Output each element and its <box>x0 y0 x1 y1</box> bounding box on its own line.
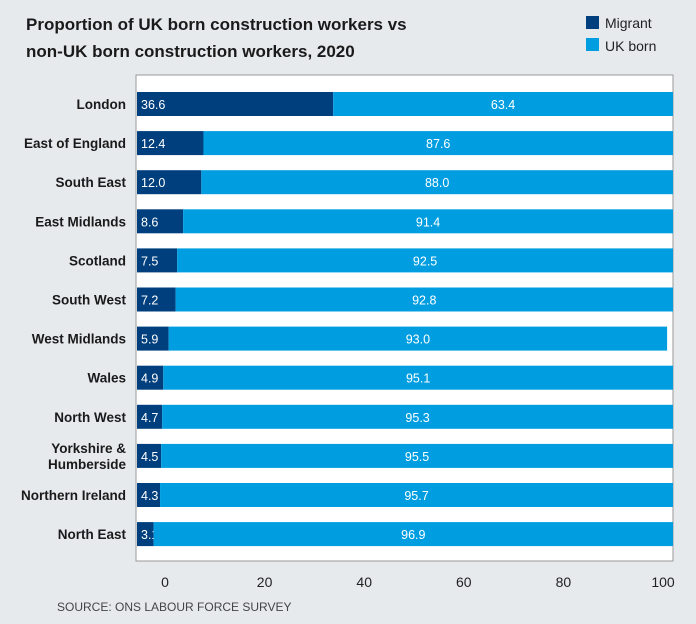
bar-migrant <box>137 404 163 429</box>
category-label: East of England <box>24 136 126 151</box>
bar-uk-born <box>175 287 674 312</box>
category-label: South East <box>55 175 126 190</box>
x-tick-label: 0 <box>161 574 169 590</box>
data-label: 63.4 <box>491 98 515 112</box>
data-label: 7.5 <box>141 254 158 268</box>
category-label: East Midlands <box>35 214 126 229</box>
bar-migrant <box>137 443 162 468</box>
x-tick-label: 20 <box>257 574 273 590</box>
data-label: 95.3 <box>405 411 429 425</box>
category-label: Scotland <box>69 253 126 268</box>
bar-uk-born <box>161 443 673 468</box>
data-label: 4.5 <box>141 450 158 464</box>
bar-uk-born <box>183 209 673 234</box>
chart-title-line-2: non-UK born construction workers, 2020 <box>26 42 355 61</box>
category-label: Yorkshire & <box>51 441 126 456</box>
legend-swatch-migrant <box>586 16 599 29</box>
x-tick-label: 60 <box>456 574 472 590</box>
category-label: Wales <box>87 371 126 386</box>
data-label: 12.4 <box>141 137 165 151</box>
bar-uk-born <box>168 326 668 351</box>
bar-migrant <box>137 170 202 195</box>
data-label: 91.4 <box>416 215 440 229</box>
data-label: 12.0 <box>141 176 165 190</box>
data-label: 96.9 <box>401 528 425 542</box>
bar-uk-born <box>203 131 674 156</box>
bar-uk-born <box>163 365 673 390</box>
data-label: 92.8 <box>412 294 436 308</box>
data-label: 93.0 <box>406 333 430 347</box>
data-label: 36.6 <box>141 98 165 112</box>
plot-area <box>135 74 674 562</box>
data-label: 5.9 <box>141 333 158 347</box>
bar-migrant <box>137 287 176 312</box>
category-label: London <box>77 97 126 112</box>
bar-uk-born <box>201 170 673 195</box>
legend-swatch-uk-born <box>586 38 599 51</box>
category-label: South West <box>52 293 127 308</box>
bar-migrant <box>137 326 169 351</box>
bar-uk-born <box>160 483 674 507</box>
category-label: Northern Ireland <box>21 488 126 503</box>
data-label: 95.7 <box>404 489 428 503</box>
x-tick-label: 40 <box>356 574 372 590</box>
bar-migrant <box>137 248 178 273</box>
bar-uk-born <box>177 248 673 273</box>
legend-label-migrant: Migrant <box>605 15 652 31</box>
bar-migrant <box>137 209 184 234</box>
bar-migrant <box>137 92 334 116</box>
legend-label-uk-born: UK born <box>605 38 656 54</box>
data-label: 92.5 <box>413 254 437 268</box>
category-label: West Midlands <box>32 332 126 347</box>
bar-migrant <box>137 365 164 390</box>
data-label: 4.3 <box>141 489 158 503</box>
category-label: North East <box>58 527 127 542</box>
data-label: 88.0 <box>425 176 449 190</box>
data-label: 8.6 <box>141 215 158 229</box>
bar-migrant <box>137 131 204 156</box>
bar-uk-born <box>153 522 674 547</box>
x-tick-label: 100 <box>651 574 675 590</box>
data-label: 87.6 <box>426 137 450 151</box>
x-tick-label: 80 <box>556 574 572 590</box>
bar-uk-born <box>333 92 673 116</box>
data-label: 4.7 <box>141 411 158 425</box>
data-label: 95.1 <box>406 372 430 386</box>
bar-migrant <box>137 522 154 547</box>
data-label: 4.9 <box>141 372 158 386</box>
category-label: North West <box>54 410 126 425</box>
data-label: 95.5 <box>405 450 429 464</box>
source-note: SOURCE: ONS LABOUR FORCE SURVEY <box>57 600 292 614</box>
data-label: 7.2 <box>141 294 158 308</box>
chart-title-line-1: Proportion of UK born construction worke… <box>26 15 407 34</box>
bar-uk-born <box>162 404 673 429</box>
category-label: Humberside <box>48 457 127 472</box>
bar-migrant <box>137 483 161 507</box>
